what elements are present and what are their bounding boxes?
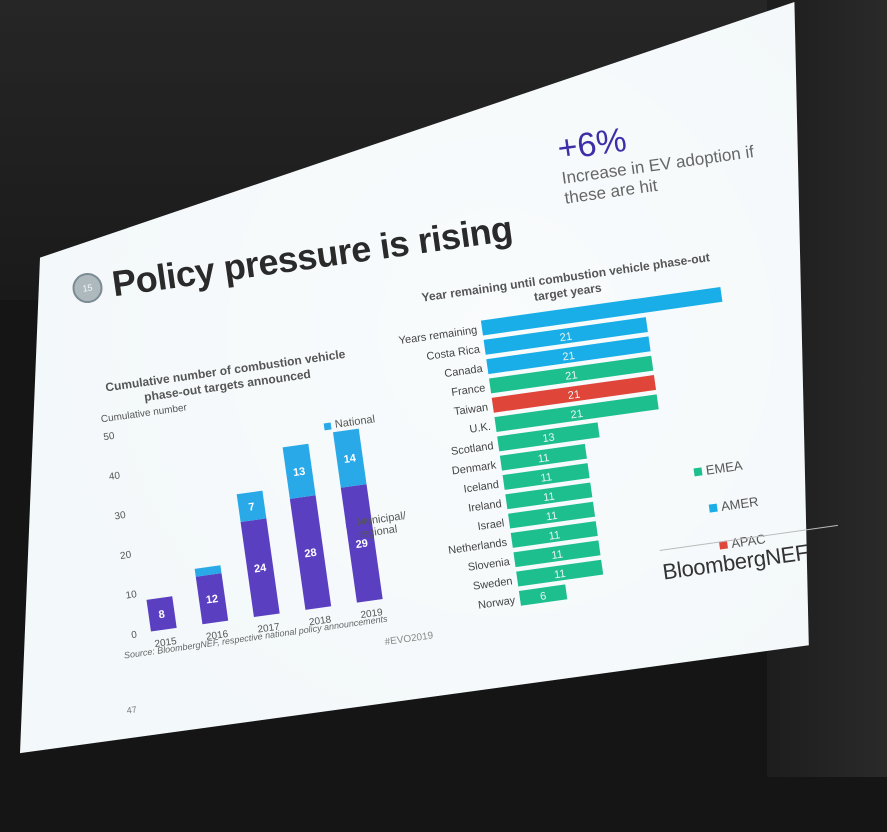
y-tick-label: 10 bbox=[125, 589, 138, 602]
bar-segment bbox=[195, 573, 229, 625]
bar-value-label: 6 bbox=[539, 590, 547, 603]
bar-segment bbox=[240, 518, 280, 618]
bar-segment bbox=[282, 443, 316, 499]
category-label: Years remaining bbox=[398, 324, 478, 347]
category-label: Sweden bbox=[472, 575, 513, 592]
category-label: Canada bbox=[444, 363, 485, 380]
category-label: Denmark bbox=[451, 459, 497, 477]
y-tick-label: 30 bbox=[114, 510, 127, 523]
category-label: Ireland bbox=[467, 498, 502, 515]
bar-segment bbox=[332, 428, 367, 488]
bar-value-label: 21 bbox=[570, 408, 584, 422]
category-label: Israel bbox=[477, 517, 505, 533]
bar bbox=[513, 540, 601, 568]
category-label: U.K. bbox=[469, 421, 492, 436]
bar bbox=[491, 375, 657, 413]
bar-value-label: 13 bbox=[292, 466, 306, 480]
category-label: Slovenia bbox=[467, 556, 511, 574]
slide: +6% Increase in EV adoption if these are… bbox=[60, 100, 843, 716]
bar-value-label: 8 bbox=[158, 609, 166, 622]
bar bbox=[516, 559, 604, 587]
category-label: Scotland bbox=[450, 440, 494, 458]
category-label: Taiwan bbox=[453, 402, 489, 419]
bar-value-label: 11 bbox=[537, 452, 550, 465]
y-tick-label: 0 bbox=[131, 630, 138, 642]
bar-value-label: 12 bbox=[205, 593, 219, 607]
bar-value-label: 21 bbox=[567, 389, 581, 403]
bar-value-label: 29 bbox=[355, 538, 369, 552]
bar-value-label: 11 bbox=[540, 471, 553, 484]
bar-value-label: 28 bbox=[304, 547, 318, 561]
category-label: Netherlands bbox=[447, 537, 508, 557]
bar-value-label: 11 bbox=[553, 568, 566, 581]
category-label: Costa Rica bbox=[426, 343, 482, 362]
bar bbox=[499, 443, 587, 471]
category-label: France bbox=[451, 382, 487, 399]
bar-value-label: 11 bbox=[543, 491, 556, 504]
page-number: 47 bbox=[126, 704, 138, 716]
bar-value-label: 7 bbox=[248, 501, 256, 514]
bar bbox=[508, 501, 596, 529]
x-tick-label: 2018 bbox=[308, 614, 332, 628]
bar-segment bbox=[236, 490, 267, 523]
bar bbox=[505, 482, 593, 510]
bar bbox=[486, 336, 651, 375]
bar-value-label: 21 bbox=[564, 369, 578, 383]
y-tick-label: 20 bbox=[119, 550, 132, 563]
bar-value-label: 21 bbox=[559, 331, 573, 345]
bar-value-label: 24 bbox=[253, 562, 268, 576]
legend-swatch-amer bbox=[708, 503, 718, 513]
bar-segment bbox=[146, 596, 177, 632]
bar-segment bbox=[194, 565, 222, 577]
bar-segment bbox=[289, 495, 332, 610]
bar bbox=[489, 355, 654, 394]
legend-swatch-emea bbox=[693, 466, 703, 476]
bar-value-label: 11 bbox=[545, 510, 558, 523]
bar-value-label: 21 bbox=[562, 350, 576, 364]
x-tick-label: 2015 bbox=[154, 636, 178, 650]
y-tick-label: 50 bbox=[103, 431, 116, 444]
bar bbox=[494, 394, 659, 433]
bar bbox=[502, 463, 590, 490]
bar bbox=[480, 286, 723, 336]
stacked-bar-chart: Cumulative number01020304050820151220162… bbox=[100, 402, 384, 650]
bar bbox=[483, 317, 648, 355]
bar-value-label: 11 bbox=[548, 529, 561, 542]
category-label: Norway bbox=[477, 595, 516, 612]
bar-value-label: 11 bbox=[551, 549, 564, 562]
bar-segment bbox=[340, 484, 383, 603]
x-tick-label: 2016 bbox=[205, 629, 229, 643]
bar bbox=[497, 422, 600, 452]
y-tick-label: 40 bbox=[108, 470, 121, 483]
category-label: Iceland bbox=[463, 479, 500, 496]
bar bbox=[510, 521, 598, 548]
x-tick-label: 2017 bbox=[257, 622, 281, 636]
bar-value-label: 14 bbox=[343, 452, 358, 466]
x-tick-label: 2019 bbox=[360, 607, 384, 621]
bar-value-label: 13 bbox=[542, 432, 556, 446]
event-hashtag: #EVO2019 bbox=[383, 630, 434, 649]
bar bbox=[518, 584, 568, 606]
